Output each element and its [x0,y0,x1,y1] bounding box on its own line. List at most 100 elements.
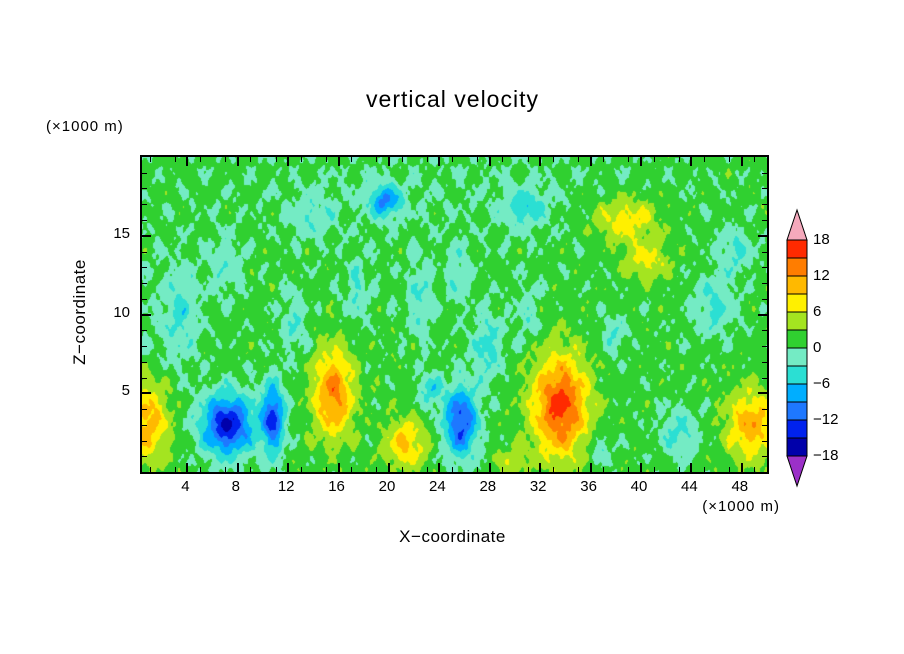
x-minor-tick [376,467,377,472]
x-minor-tick [477,467,478,472]
x-major-tick [590,157,592,166]
x-major-tick [186,463,188,472]
z-minor-tick [142,283,147,284]
z-minor-tick [142,204,147,205]
colorbar-band [786,401,808,421]
colorbar-band [786,293,808,313]
x-minor-tick [477,157,478,162]
z-tick-label: 5 [121,382,130,400]
x-minor-tick [754,467,755,472]
x-minor-tick [452,467,453,472]
x-major-tick [287,463,289,472]
x-minor-tick [376,157,377,162]
x-minor-tick [427,467,428,472]
x-tick-label: 20 [378,478,396,495]
x-minor-tick [150,157,151,162]
x-minor-tick [578,157,579,162]
z-minor-tick [142,299,147,300]
x-minor-tick [402,157,403,162]
z-minor-tick [762,220,767,221]
z-tick-label: 15 [113,224,130,242]
x-tick-label: 12 [277,478,295,495]
x-minor-tick [175,157,176,162]
z-minor-tick [142,425,147,426]
z-major-tick [758,392,767,394]
x-minor-tick [553,467,554,472]
x-minor-tick [276,157,277,162]
z-major-tick [142,392,151,394]
x-minor-tick [704,157,705,162]
colorbar-label: 18 [813,231,830,248]
x-minor-tick [754,157,755,162]
z-minor-tick [762,441,767,442]
x-minor-tick [704,467,705,472]
colorbar-label: 0 [813,339,822,356]
x-minor-tick [200,157,201,162]
colorbar-over-arrow [786,208,808,241]
z-minor-tick [762,267,767,268]
colorbar-band [786,329,808,349]
chart-title: vertical velocity [366,86,539,112]
z-major-tick [758,314,767,316]
x-minor-tick [603,157,604,162]
x-tick-label: 48 [731,478,749,495]
z-minor-tick [762,425,767,426]
x-minor-tick [628,157,629,162]
x-minor-tick [528,467,529,472]
x-major-tick [438,157,440,166]
z-minor-tick [762,299,767,300]
x-major-tick [388,463,390,472]
z-tick-label: 10 [113,303,130,321]
colorbar [786,208,808,488]
z-minor-tick [142,188,147,189]
z-major-tick [758,235,767,237]
x-minor-tick [679,467,680,472]
x-tick-label: 44 [681,478,698,495]
z-minor-tick [762,283,767,284]
x-minor-tick [502,467,503,472]
z-minor-tick [142,173,147,174]
z-minor-tick [762,346,767,347]
x-major-tick [539,157,541,166]
colorbar-under-arrow [786,455,808,488]
x-minor-tick [654,467,655,472]
x-major-tick [640,463,642,472]
x-minor-tick [502,157,503,162]
x-major-tick [237,463,239,472]
x-minor-tick [276,467,277,472]
x-minor-tick [603,467,604,472]
x-minor-tick [553,157,554,162]
z-minor-tick [762,362,767,363]
x-minor-tick [452,157,453,162]
x-major-tick [741,463,743,472]
z-minor-tick [762,456,767,457]
z-minor-tick [142,362,147,363]
z-minor-tick [142,330,147,331]
x-minor-tick [301,467,302,472]
z-minor-tick [762,378,767,379]
x-minor-tick [225,157,226,162]
x-major-tick [741,157,743,166]
x-minor-tick [679,157,680,162]
x-minor-tick [250,157,251,162]
colorbar-label: −6 [813,375,831,392]
z-minor-tick [762,173,767,174]
x-tick-label: 16 [328,478,345,495]
x-tick-label: 24 [429,478,446,495]
colorbar-label: 12 [813,267,830,284]
z-minor-tick [762,252,767,253]
z-minor-tick [762,330,767,331]
x-minor-tick [225,467,226,472]
x-minor-tick [578,467,579,472]
contour-field-canvas [142,157,767,472]
x-minor-tick [351,157,352,162]
x-major-tick [338,157,340,166]
z-minor-tick [762,204,767,205]
z-minor-tick [142,252,147,253]
z-axis-unit-label: (×1000 m) [46,118,124,135]
colorbar-band [786,419,808,439]
x-minor-tick [351,467,352,472]
plot-area [140,155,769,474]
z-minor-tick [762,409,767,410]
z-minor-tick [142,409,147,410]
